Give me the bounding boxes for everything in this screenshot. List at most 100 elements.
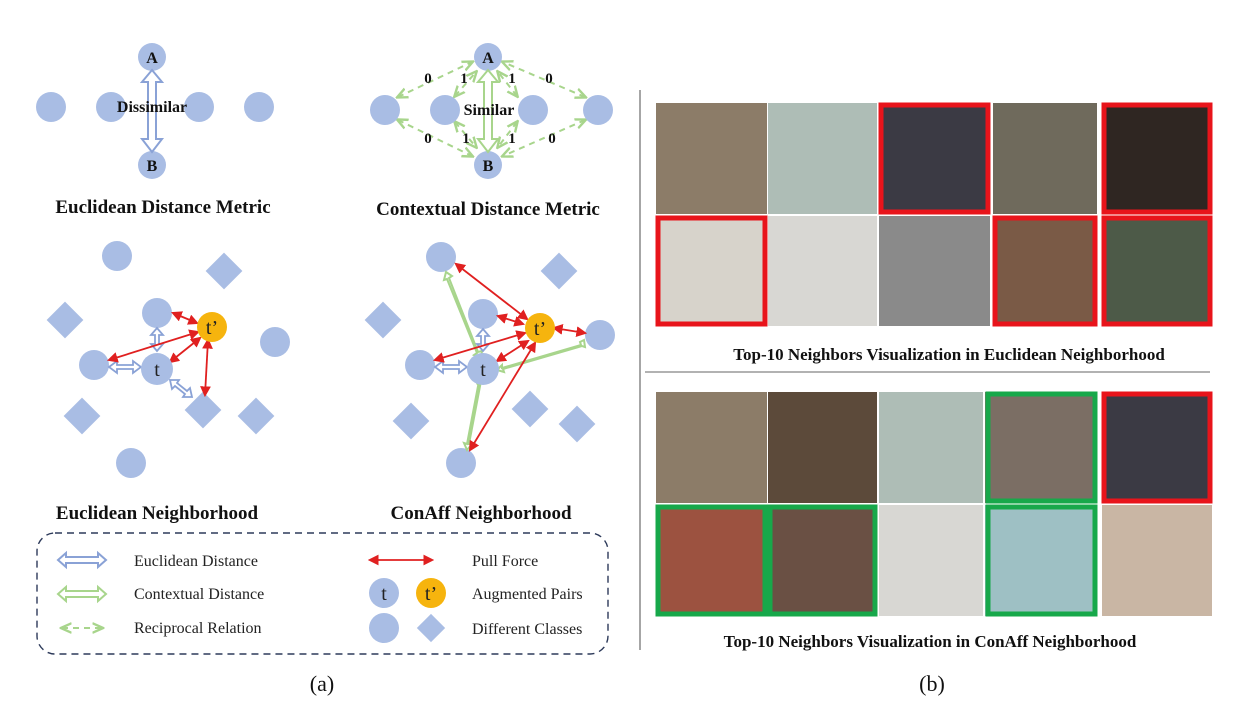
neighbor-image <box>1102 505 1212 616</box>
node-diamond <box>392 402 430 440</box>
dissimilar-label: Dissimilar <box>117 99 187 116</box>
neighbor-image <box>768 103 877 214</box>
conaff-visualization-title: Top-10 Neighbors Visualization in ConAff… <box>724 632 1137 651</box>
reciprocal-arrow <box>503 62 585 97</box>
neighbor-image <box>656 392 767 503</box>
euclidean-metric-diagram: A B Dissimilar Euclidean Distance Metric <box>36 43 274 218</box>
pull-force-arrow <box>468 341 537 452</box>
contextual-distance-icon <box>56 584 108 604</box>
node-b <box>138 151 166 179</box>
node-a-label: A <box>146 50 158 67</box>
neighbor-border <box>1101 102 1213 215</box>
node-circle <box>370 95 400 125</box>
neighbor-border <box>985 391 1098 504</box>
contextual-arrow <box>462 374 483 452</box>
node-a <box>474 43 502 71</box>
neighbor-border <box>655 215 768 327</box>
neighbor-border <box>767 504 878 617</box>
augmented-t-prime-label: t’ <box>206 317 218 339</box>
node-b-label: B <box>147 158 158 175</box>
anchor-t-label: t <box>480 359 486 381</box>
node-circle <box>116 448 146 478</box>
pull-force-arrow <box>495 313 526 327</box>
node-diamond <box>511 390 549 428</box>
weight-label: 0 <box>424 71 432 87</box>
node-circle <box>142 298 172 328</box>
pull-force-arrow <box>495 339 530 363</box>
neighbor-image <box>768 392 877 503</box>
pull-force-arrow <box>171 311 199 325</box>
node-diamond <box>364 301 402 339</box>
contextual-metric-title: Contextual Distance Metric <box>376 199 600 220</box>
augmented-t-prime-label: t’ <box>534 318 546 340</box>
legend-different-classes: Different Classes <box>472 621 582 638</box>
reciprocal-arrow <box>455 122 476 147</box>
t-icon-label: t <box>381 583 387 605</box>
euclidean-arrow <box>433 359 469 375</box>
weight-label: 0 <box>545 71 553 87</box>
euclidean-neighbor-grid <box>655 102 1213 327</box>
neighbor-border <box>992 215 1098 327</box>
node-circle <box>446 448 476 478</box>
t-icon <box>369 578 399 608</box>
conaff-neighbor-grid <box>655 391 1213 617</box>
pull-force-arrow <box>551 324 588 337</box>
node-circle <box>102 241 132 271</box>
node-circle <box>518 95 548 125</box>
diamond-class-icon <box>416 613 446 643</box>
euclidean-double-arrow <box>139 68 165 154</box>
legend-reciprocal-relation: Reciprocal Relation <box>134 620 262 637</box>
node-diamond <box>205 252 243 290</box>
neighbor-image <box>985 505 1097 616</box>
neighbor-image <box>879 216 990 326</box>
t-prime-icon-label: t’ <box>425 583 437 605</box>
weight-label: 1 <box>460 71 468 87</box>
neighbor-image <box>993 103 1097 214</box>
node-diamond <box>540 252 578 290</box>
node-circle <box>79 350 109 380</box>
legend-box <box>36 532 609 655</box>
contextual-arrow <box>495 338 587 374</box>
weight-label: 0 <box>548 131 556 147</box>
node-circle <box>36 92 66 122</box>
augmented-t-prime <box>525 313 555 343</box>
anchor-t-label: t <box>154 359 160 381</box>
legend: Euclidean Distance Contextual Distance R… <box>36 532 609 655</box>
node-circle <box>184 92 214 122</box>
conaff-neighborhood-title: ConAff Neighborhood <box>390 503 571 524</box>
node-circle <box>430 95 460 125</box>
panel-b-caption: (b) <box>919 671 945 696</box>
similar-label: Similar <box>464 102 515 119</box>
reciprocal-arrow <box>398 120 472 156</box>
node-circle <box>468 299 498 329</box>
anchor-t <box>141 353 173 385</box>
legend-augmented-pairs: Augmented Pairs <box>472 586 583 603</box>
pull-force-arrow <box>454 262 529 321</box>
euclidean-metric-title: Euclidean Distance Metric <box>55 197 270 218</box>
conaff-neighborhood-diagram: t t’ ConAff Neighborhood <box>364 242 615 524</box>
euclidean-neighborhood-title: Euclidean Neighborhood <box>56 503 259 524</box>
euclidean-visualization-title: Top-10 Neighbors Visualization in Euclid… <box>733 345 1165 364</box>
weight-label: 1 <box>508 71 516 87</box>
euclidean-arrow <box>107 359 143 375</box>
neighbor-image <box>1102 103 1212 214</box>
panel-b: Top-10 Neighbors Visualization in Euclid… <box>645 102 1213 651</box>
node-circle <box>260 327 290 357</box>
node-circle <box>585 320 615 350</box>
node-circle <box>405 350 435 380</box>
node-circle <box>426 242 456 272</box>
euclidean-arrow <box>168 379 194 398</box>
node-diamond <box>558 405 596 443</box>
neighbor-image <box>656 505 767 616</box>
neighbor-image <box>768 505 877 616</box>
node-circle <box>244 92 274 122</box>
node-b-label: B <box>483 158 494 175</box>
neighbor-image <box>768 216 877 326</box>
weight-label: 0 <box>424 131 432 147</box>
node-circle <box>583 95 613 125</box>
node-a-label: A <box>482 50 494 67</box>
reciprocal-arrow <box>398 62 472 97</box>
contextual-double-arrow <box>475 68 501 154</box>
pull-force-arrow <box>168 336 202 364</box>
node-diamond <box>46 301 84 339</box>
